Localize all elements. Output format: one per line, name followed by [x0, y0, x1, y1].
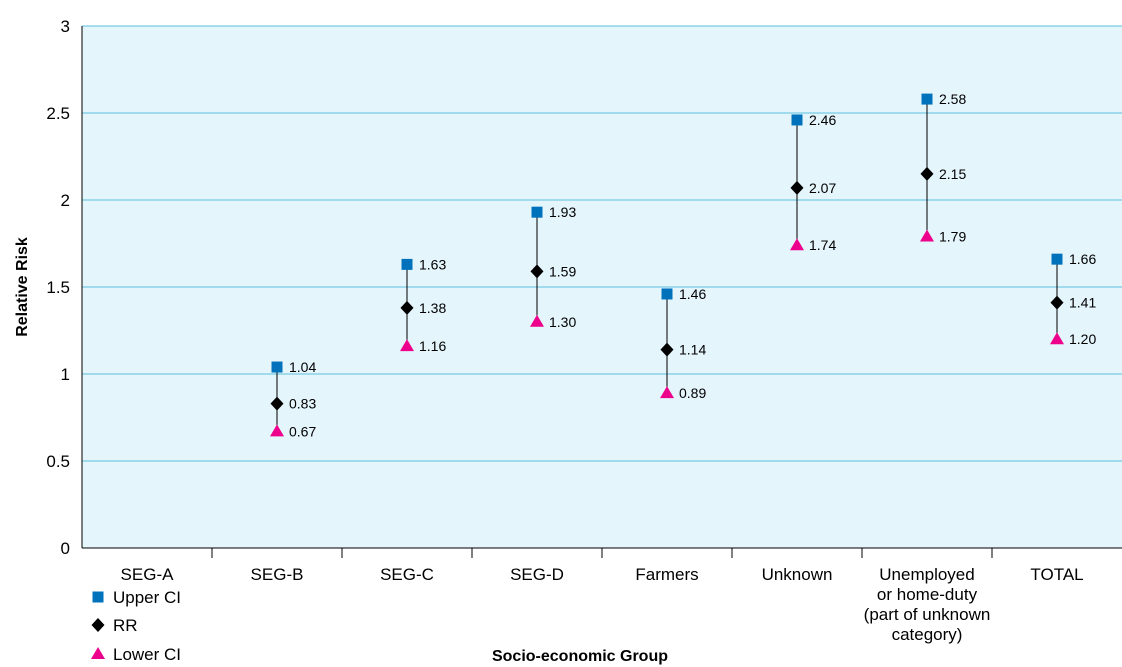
- x-category-label: (part of unknown: [864, 605, 991, 624]
- lower-ci-label: 1.74: [809, 237, 836, 253]
- y-tick-label: 2.5: [46, 104, 70, 123]
- x-axis-title: Socio-economic Group: [492, 648, 668, 665]
- rr-label: 1.38: [419, 300, 446, 316]
- lower-ci-point: [790, 238, 804, 251]
- upper-ci-label: 1.63: [419, 256, 446, 272]
- legend-label: Upper CI: [113, 588, 181, 607]
- y-tick-label: 1.5: [46, 278, 70, 297]
- y-tick-label: 0: [61, 539, 70, 558]
- legend-marker-upper-ci: [92, 591, 104, 603]
- rr-point: [920, 166, 934, 181]
- lower-ci-point: [270, 424, 284, 437]
- x-category-label: SEG-B: [251, 565, 304, 584]
- x-category-label: Unknown: [762, 565, 833, 584]
- x-category-label: category): [892, 625, 963, 644]
- upper-ci-point: [401, 258, 413, 270]
- rr-label: 2.07: [809, 180, 836, 196]
- y-tick-label: 0.5: [46, 452, 70, 471]
- rr-label: 1.14: [679, 342, 706, 358]
- lower-ci-label: 0.89: [679, 385, 706, 401]
- upper-ci-point: [921, 93, 933, 105]
- x-category-label: or home-duty: [877, 585, 978, 604]
- lower-ci-point: [1050, 332, 1064, 345]
- lower-ci-point: [920, 229, 934, 242]
- rr-point: [270, 396, 284, 411]
- rr-point: [790, 180, 804, 195]
- rr-point: [400, 300, 414, 315]
- x-category-label: SEG-A: [121, 565, 175, 584]
- x-category-label: TOTAL: [1030, 565, 1083, 584]
- rr-point: [660, 342, 674, 357]
- rr-label: 2.15: [939, 166, 966, 182]
- legend-label: Lower CI: [113, 645, 181, 664]
- y-tick-label: 2: [61, 191, 70, 210]
- upper-ci-label: 1.66: [1069, 251, 1096, 267]
- lower-ci-label: 1.79: [939, 229, 966, 245]
- upper-ci-point: [791, 114, 803, 126]
- lower-ci-label: 0.67: [289, 423, 316, 439]
- x-category-label: SEG-D: [510, 565, 564, 584]
- rr-label: 1.59: [549, 263, 576, 279]
- rr-label: 1.41: [1069, 295, 1096, 311]
- upper-ci-label: 1.93: [549, 204, 576, 220]
- legend-marker-rr: [91, 618, 105, 632]
- rr-point: [1050, 295, 1064, 310]
- upper-ci-label: 2.46: [809, 112, 836, 128]
- y-axis-title: Relative Risk: [14, 237, 31, 337]
- upper-ci-point: [661, 288, 673, 300]
- upper-ci-point: [271, 361, 283, 373]
- y-tick-label: 1: [61, 365, 70, 384]
- upper-ci-label: 1.46: [679, 286, 706, 302]
- lower-ci-point: [530, 314, 544, 327]
- upper-ci-point: [531, 206, 543, 218]
- upper-ci-point: [1051, 253, 1063, 265]
- x-category-label: Unemployed: [879, 565, 974, 584]
- lower-ci-point: [400, 339, 414, 352]
- x-category-label: Farmers: [635, 565, 698, 584]
- lower-ci-label: 1.16: [419, 338, 446, 354]
- rr-point: [530, 264, 544, 279]
- lower-ci-label: 1.20: [1069, 331, 1096, 347]
- upper-ci-label: 2.58: [939, 91, 966, 107]
- y-tick-label: 3: [61, 17, 70, 36]
- lower-ci-label: 1.30: [549, 314, 576, 330]
- legend-marker-lower-ci: [91, 647, 105, 659]
- x-category-label: SEG-C: [380, 565, 434, 584]
- rr-label: 0.83: [289, 396, 316, 412]
- upper-ci-label: 1.04: [289, 359, 316, 375]
- legend-label: RR: [113, 616, 138, 635]
- lower-ci-point: [660, 386, 674, 399]
